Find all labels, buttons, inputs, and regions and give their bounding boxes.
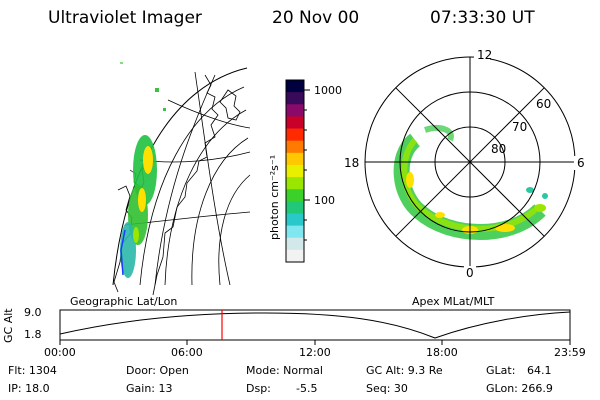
mlt-label-12: 12	[477, 48, 493, 62]
info-gain: Gain: 13	[126, 382, 173, 395]
colorbar-swatch	[286, 152, 304, 166]
altitude-xtick-1200: 12:00	[299, 346, 331, 359]
date-label: 20 Nov 00	[272, 8, 360, 28]
altitude-ytick-9: 9.0	[24, 306, 42, 319]
polar-panel-label: Apex MLat/MLT	[412, 295, 495, 308]
altitude-xtick-0000: 00:00	[44, 346, 76, 359]
mlat-label-60: 60	[536, 97, 552, 111]
geographic-map	[112, 62, 251, 296]
colorbar-swatch	[286, 128, 304, 142]
info-flight: Flt: 1304	[8, 364, 57, 377]
info-seq: Seq: 30	[366, 382, 408, 395]
colorbar-swatch	[286, 249, 304, 263]
info-glat: GLat:	[486, 364, 516, 377]
info-glon: GLon: 266.9	[486, 382, 553, 395]
info-ip: IP: 18.0	[8, 382, 50, 395]
altitude-plot	[59, 309, 571, 345]
colorbar-swatch	[286, 177, 304, 190]
colorbar-swatch	[286, 116, 304, 130]
colorbar-swatch	[286, 140, 304, 154]
colorbar-swatch	[286, 237, 304, 251]
colorbar-swatch	[286, 213, 304, 227]
info-dsp-value: -5.5	[296, 382, 318, 395]
colorbar-swatch	[286, 164, 304, 178]
mlt-label-0: 0	[466, 266, 474, 280]
mlat-label-70: 70	[512, 120, 528, 134]
info-mode: Mode: Normal	[246, 364, 323, 377]
info-door: Door: Open	[126, 364, 189, 377]
altitude-xtick-0600: 06:00	[171, 346, 203, 359]
colorbar-swatch	[286, 189, 304, 202]
mlt-label-6: 6	[577, 156, 585, 170]
geographic-panel-label: Geographic Lat/Lon	[70, 295, 178, 308]
info-glat-value: 64.1	[527, 364, 552, 377]
mlt-label-18: 18	[344, 156, 360, 170]
colorbar-swatch	[286, 92, 304, 105]
altitude-xtick-1800: 18:00	[426, 346, 458, 359]
info-gc-alt: GC Alt: 9.3 Re	[366, 364, 443, 377]
info-dsp: Dsp:	[246, 382, 271, 395]
colorbar-label: photon cm⁻²s⁻¹	[268, 154, 281, 240]
colorbar-swatch	[286, 225, 304, 239]
altitude-ylabel: GC Alt	[2, 308, 15, 343]
altitude-ytick-1-8: 1.8	[24, 328, 42, 341]
altitude-xtick-2359: 23:59	[554, 346, 586, 359]
instrument-title: Ultraviolet Imager	[48, 8, 202, 28]
colorbar-tick-1000: 1000	[314, 84, 342, 97]
colorbar-swatch	[286, 80, 304, 93]
colorbar-swatch	[286, 104, 304, 117]
time-label: 07:33:30 UT	[430, 8, 535, 28]
mlat-label-80: 80	[491, 142, 507, 156]
colorbar-swatch	[286, 201, 304, 215]
polar-plot	[342, 48, 586, 280]
colorbar	[286, 80, 304, 263]
colorbar-frame	[285, 79, 310, 263]
colorbar-tick-100: 100	[314, 194, 335, 207]
